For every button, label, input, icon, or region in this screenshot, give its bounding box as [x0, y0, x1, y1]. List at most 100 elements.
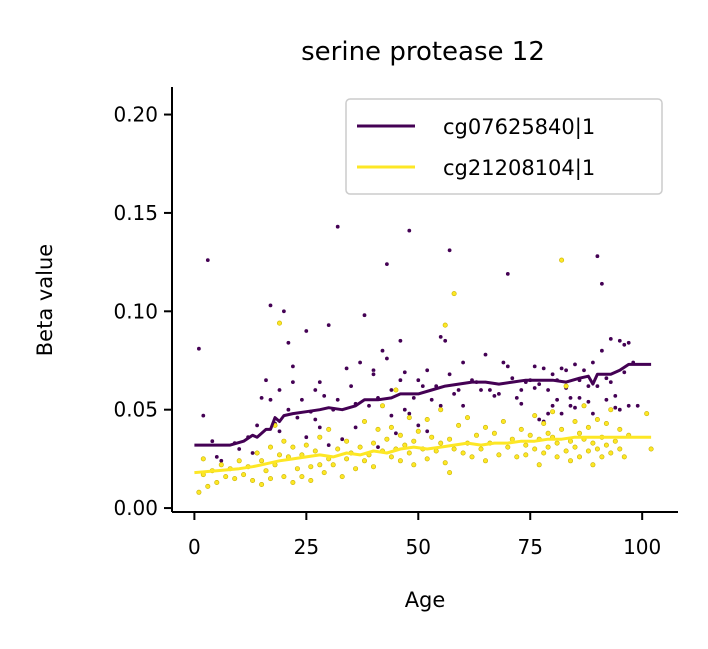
series-2-point: [250, 477, 256, 483]
series-2-point: [308, 477, 314, 483]
series-1-point: [326, 322, 332, 328]
series-1-point: [599, 281, 605, 287]
series-1-point: [321, 393, 327, 399]
series-2-point: [482, 424, 488, 430]
series-1-point: [285, 407, 291, 413]
series-2-point: [527, 432, 533, 438]
series-2-point: [496, 452, 502, 458]
series-2-point: [572, 444, 578, 450]
series-1-point: [384, 355, 390, 361]
series-1-point: [236, 446, 242, 452]
series-1-point: [335, 224, 341, 230]
series-1-point: [621, 369, 627, 375]
series-1-point: [196, 346, 202, 352]
x-ticks: 0 25 50 75 100: [188, 512, 661, 559]
series-1-point: [505, 363, 511, 369]
series-2-point: [267, 444, 273, 450]
series-1-point: [576, 395, 582, 401]
series-2-point: [361, 458, 367, 464]
series-1-point: [608, 336, 614, 342]
series-1-point: [603, 397, 609, 403]
series-1-point: [447, 371, 453, 377]
series-1-point: [205, 257, 211, 263]
series-2-point: [442, 322, 448, 328]
series-2-point: [567, 458, 573, 464]
series-1-point: [559, 365, 565, 371]
y-axis-label: Beta value: [33, 244, 57, 356]
series-1-point: [482, 352, 488, 358]
series-2-point: [505, 444, 511, 450]
series-2-point: [303, 442, 309, 448]
series-2-point: [491, 430, 497, 436]
series-1-point: [563, 367, 569, 373]
series-1-point: [335, 397, 341, 403]
series-1-point: [357, 359, 363, 365]
series-2-point: [317, 462, 323, 468]
series-1-point: [594, 383, 600, 389]
series-2-point: [411, 462, 417, 468]
series-1-point: [550, 403, 556, 409]
series-2-point: [236, 458, 242, 464]
series-2-point: [648, 446, 654, 452]
series-1-point: [366, 403, 372, 409]
series-1-point: [424, 367, 430, 373]
series-1-point: [290, 379, 296, 385]
series-1-point: [361, 312, 367, 318]
series-2-point: [451, 291, 457, 297]
y-tick-label: 0.10: [113, 299, 158, 323]
series-1-point: [294, 415, 300, 421]
series-2-line: [194, 435, 652, 475]
series-2-point: [259, 481, 265, 487]
series-1-point: [514, 395, 520, 401]
series-2-point: [576, 430, 582, 436]
series-2-point: [267, 476, 273, 482]
series-1-point: [532, 385, 538, 391]
series-1-point: [317, 424, 323, 430]
series-1-point: [281, 308, 287, 314]
series-2-point: [370, 464, 376, 470]
series-1-point: [285, 340, 291, 346]
series-1-point: [505, 271, 511, 277]
series-1-point: [303, 434, 309, 440]
series-1-point: [550, 371, 556, 377]
series-1-point: [509, 375, 515, 381]
series-2-point: [241, 472, 247, 478]
series-2-point: [603, 442, 609, 448]
series-2-point: [478, 446, 484, 452]
series-2-point: [563, 448, 569, 454]
series-1-point: [626, 340, 632, 346]
series-1-point: [612, 405, 618, 411]
series-2-point: [559, 426, 565, 432]
series-2-point: [612, 438, 618, 444]
series-1-point: [585, 399, 591, 405]
series-1-point: [303, 328, 309, 334]
series-1-point: [451, 391, 457, 397]
y-tick-label: 0.00: [113, 496, 158, 520]
series-2-point: [411, 438, 417, 444]
x-tick-label: 0: [188, 535, 201, 559]
series-2-point: [388, 424, 394, 430]
series-1-point: [536, 416, 542, 422]
x-axis-label: Age: [405, 588, 446, 612]
series-1-point: [518, 401, 524, 407]
series-1-point: [384, 261, 390, 267]
series-2-point: [263, 468, 269, 474]
series-2-point: [370, 440, 376, 446]
legend-box: [345, 98, 663, 195]
series-1-line: [194, 362, 652, 447]
points-layer: [196, 224, 654, 495]
series-1-point: [438, 334, 444, 340]
series-2-point: [223, 474, 229, 480]
series-2-point: [344, 456, 350, 462]
series-1-point: [415, 422, 421, 428]
series-1-point: [200, 413, 206, 419]
series-1-point: [621, 342, 627, 348]
y-tick-label: 0.15: [113, 201, 158, 225]
series-1-point: [590, 411, 596, 417]
legend-label-series-2: cg21208104|1: [443, 156, 595, 181]
series-1-point: [348, 383, 354, 389]
series-1-point: [626, 403, 632, 409]
series-1-point: [581, 367, 587, 373]
x-tick-label: 25: [294, 535, 319, 559]
series-1-point: [594, 253, 600, 259]
